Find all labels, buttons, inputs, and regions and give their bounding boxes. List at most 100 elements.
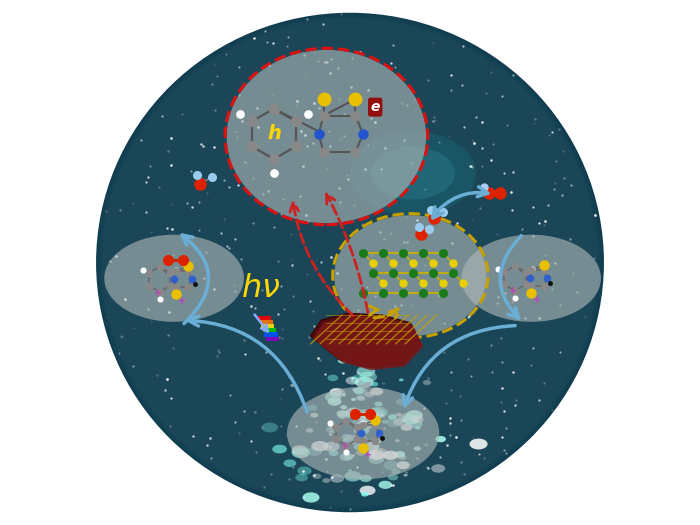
- Ellipse shape: [382, 420, 388, 424]
- Ellipse shape: [394, 451, 405, 458]
- Text: e: e: [370, 100, 380, 114]
- Text: h: h: [267, 124, 281, 143]
- Polygon shape: [314, 316, 424, 370]
- Ellipse shape: [393, 418, 405, 425]
- Ellipse shape: [340, 405, 347, 410]
- Ellipse shape: [350, 131, 476, 215]
- Ellipse shape: [356, 414, 366, 421]
- Ellipse shape: [100, 17, 600, 508]
- Ellipse shape: [351, 374, 368, 385]
- Ellipse shape: [354, 387, 368, 395]
- Ellipse shape: [341, 352, 346, 354]
- Bar: [265, 332, 277, 337]
- Ellipse shape: [373, 444, 380, 448]
- Ellipse shape: [328, 375, 338, 381]
- Ellipse shape: [374, 402, 382, 406]
- Ellipse shape: [371, 438, 381, 444]
- Ellipse shape: [333, 395, 337, 397]
- Bar: [263, 328, 276, 332]
- Ellipse shape: [328, 397, 342, 406]
- Ellipse shape: [312, 474, 321, 479]
- Ellipse shape: [295, 474, 308, 481]
- Ellipse shape: [345, 407, 361, 417]
- Ellipse shape: [337, 350, 342, 352]
- Ellipse shape: [298, 467, 312, 475]
- Ellipse shape: [304, 454, 308, 456]
- Bar: [266, 337, 279, 341]
- Ellipse shape: [338, 358, 347, 363]
- Ellipse shape: [371, 147, 455, 200]
- Text: +: +: [341, 442, 349, 452]
- Bar: [260, 320, 273, 324]
- Ellipse shape: [399, 379, 404, 381]
- Ellipse shape: [348, 469, 352, 471]
- Ellipse shape: [99, 16, 601, 509]
- Ellipse shape: [370, 407, 388, 418]
- Ellipse shape: [337, 410, 348, 417]
- Ellipse shape: [377, 411, 386, 416]
- Bar: [261, 324, 274, 328]
- Text: +: +: [533, 295, 541, 306]
- Ellipse shape: [356, 420, 372, 430]
- Ellipse shape: [406, 410, 423, 421]
- Ellipse shape: [361, 492, 368, 497]
- Ellipse shape: [330, 388, 342, 396]
- Ellipse shape: [356, 372, 361, 375]
- Ellipse shape: [379, 481, 392, 489]
- Ellipse shape: [356, 449, 366, 456]
- Ellipse shape: [292, 445, 308, 455]
- Ellipse shape: [306, 428, 314, 433]
- Ellipse shape: [322, 478, 330, 483]
- Ellipse shape: [102, 19, 598, 506]
- Ellipse shape: [411, 416, 424, 423]
- Ellipse shape: [272, 445, 287, 454]
- Ellipse shape: [355, 376, 374, 388]
- Ellipse shape: [383, 450, 398, 460]
- Ellipse shape: [386, 417, 402, 427]
- Ellipse shape: [402, 415, 419, 425]
- Ellipse shape: [368, 450, 385, 460]
- Ellipse shape: [96, 13, 604, 512]
- Ellipse shape: [97, 14, 603, 511]
- Ellipse shape: [346, 376, 359, 385]
- Ellipse shape: [363, 442, 379, 452]
- Ellipse shape: [98, 15, 602, 510]
- Ellipse shape: [424, 444, 429, 446]
- Ellipse shape: [310, 413, 319, 417]
- Ellipse shape: [302, 492, 319, 502]
- Ellipse shape: [423, 380, 431, 385]
- Ellipse shape: [329, 450, 339, 456]
- Ellipse shape: [368, 407, 384, 417]
- Ellipse shape: [398, 455, 407, 460]
- Ellipse shape: [353, 376, 357, 379]
- Ellipse shape: [342, 393, 346, 396]
- Ellipse shape: [323, 442, 340, 452]
- Ellipse shape: [354, 426, 369, 435]
- Ellipse shape: [356, 366, 375, 377]
- Text: +: +: [510, 287, 517, 297]
- Ellipse shape: [384, 460, 399, 470]
- Ellipse shape: [354, 444, 363, 450]
- Ellipse shape: [349, 421, 360, 427]
- Polygon shape: [311, 313, 421, 368]
- Ellipse shape: [227, 50, 426, 223]
- Ellipse shape: [325, 392, 342, 402]
- Ellipse shape: [368, 455, 384, 464]
- Ellipse shape: [94, 12, 605, 513]
- Ellipse shape: [414, 446, 421, 451]
- Ellipse shape: [397, 461, 410, 469]
- Ellipse shape: [337, 411, 351, 419]
- Ellipse shape: [357, 396, 365, 401]
- Ellipse shape: [470, 438, 488, 449]
- Ellipse shape: [344, 454, 354, 460]
- Ellipse shape: [370, 382, 378, 386]
- Ellipse shape: [351, 398, 356, 401]
- Text: $h\nu$: $h\nu$: [241, 273, 281, 304]
- Text: +: +: [178, 296, 186, 307]
- Ellipse shape: [382, 383, 385, 385]
- Ellipse shape: [410, 420, 423, 428]
- Ellipse shape: [358, 409, 369, 416]
- Ellipse shape: [335, 215, 486, 336]
- Ellipse shape: [307, 405, 317, 411]
- Ellipse shape: [400, 424, 412, 431]
